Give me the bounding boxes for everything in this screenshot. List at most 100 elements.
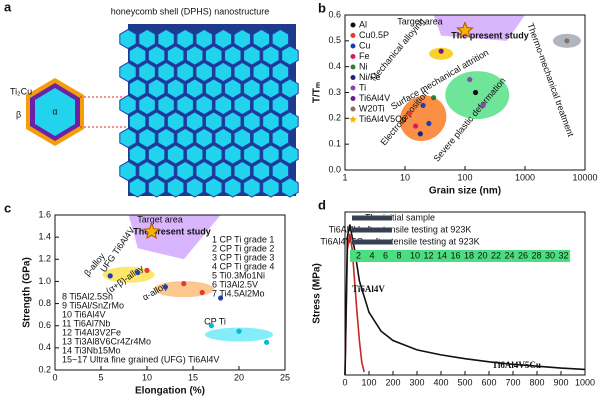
region: [102, 266, 155, 283]
point: [431, 95, 437, 101]
annotation: Ti6Al4V5Cu after tensile testing at 923K: [320, 236, 479, 246]
legend-label: Cu0.5P: [359, 30, 389, 40]
honeycomb-cell: [166, 144, 185, 165]
x-tick-label: 25: [280, 372, 290, 382]
honeycomb-cell: [262, 177, 280, 198]
honeycomb-cell: [205, 144, 223, 165]
annotation: The present study: [133, 226, 211, 236]
region: [205, 327, 273, 342]
legend-marker: [350, 106, 356, 112]
x-tick-label: 700: [505, 377, 520, 387]
legend-text: 3 CP Ti grade 3: [212, 252, 274, 262]
honeycomb-cell: [271, 28, 290, 50]
annotation: The present study: [451, 30, 529, 40]
curve-label: Ti6Al4V5Cu: [492, 360, 541, 370]
legend-text: 13 Ti3Al8V6Cr4Zr4Mo: [62, 336, 151, 346]
y-tick-label: 1.4: [38, 232, 51, 242]
legend-marker: [350, 85, 356, 91]
annotation: Ti6Al4V after tensile testing at 923K: [329, 224, 472, 234]
honeycomb-cell: [195, 61, 213, 83]
honeycomb-cell: [252, 28, 271, 50]
honeycomb-cell: [252, 94, 271, 116]
annotation: Target area: [397, 16, 443, 26]
legend-marker: [349, 115, 357, 123]
honeycomb-cell: [186, 111, 204, 132]
ruler-label: 10: [410, 250, 420, 260]
ruler-label: 6: [383, 250, 388, 260]
honeycomb-cell: [128, 177, 147, 198]
honeycomb-cell: [224, 111, 242, 132]
point: [438, 48, 444, 54]
honeycomb-cell: [166, 78, 185, 99]
specimen: [352, 227, 392, 233]
honeycomb-cell: [138, 61, 156, 83]
honeycomb-cell: [157, 160, 175, 182]
honeycomb-cell: [147, 177, 166, 198]
y-tick-label: 1.6: [38, 209, 51, 219]
point: [199, 289, 205, 296]
legend-text: 12 Ti4Al3V2Fe: [62, 327, 121, 337]
legend-label: Ti6Al4V5Cu: [359, 114, 407, 124]
point: [236, 328, 242, 334]
y-tick-label: 0.8: [38, 298, 51, 308]
honeycomb-cell: [252, 160, 271, 182]
honeycomb-cell: [119, 28, 137, 50]
legend-marker: [350, 75, 356, 80]
panel-label: c: [4, 200, 11, 215]
honeycomb-cell: [205, 177, 223, 198]
honeycomb-cell: [186, 78, 204, 99]
y-tick-label: 0.1: [328, 139, 341, 149]
honeycomb-cell: [271, 94, 290, 116]
legend-text: 8 Ti5Al2.5Sn: [62, 291, 113, 301]
ruler-label: 22: [491, 250, 501, 260]
x-tick-label: 300: [409, 377, 424, 387]
ruler-label: 30: [545, 250, 555, 260]
ruler-label: 18: [464, 250, 474, 260]
honeycomb-cell: [119, 61, 137, 83]
x-tick-label: 15: [188, 372, 198, 382]
point: [417, 131, 423, 137]
honeycomb-cell: [281, 45, 299, 66]
honeycomb-cell: [186, 177, 204, 198]
honeycomb: [119, 24, 299, 198]
honeycomb-cell: [243, 144, 261, 165]
legend-label: Ni/Fe: [359, 72, 381, 82]
honeycomb-cell: [233, 127, 251, 149]
y-axis-label: Strength (GPa): [22, 257, 33, 328]
honeycomb-cell: [214, 28, 232, 50]
x-tick-label: 100: [457, 172, 472, 182]
honeycomb-cell: [271, 61, 290, 83]
annotation: CP Ti: [204, 316, 226, 326]
honeycomb-cell: [233, 61, 251, 83]
curve: [344, 224, 586, 376]
honeycomb-cell: [224, 177, 242, 198]
point: [472, 89, 479, 96]
y-tick-label: 0.4: [38, 342, 51, 352]
legend-text: 14 Ti3Nb15Mo: [62, 345, 121, 355]
honeycomb-cell: [281, 177, 299, 198]
legend-text: 10 Ti6Al4V: [62, 309, 106, 319]
specimen: [352, 215, 392, 221]
panel-label: b: [318, 0, 326, 15]
alpha-hexagon: [35, 88, 75, 136]
curve: [344, 233, 365, 376]
y-tick-label: 0.2: [328, 113, 341, 123]
x-tick-label: 1: [342, 172, 347, 182]
honeycomb-cell: [243, 177, 261, 198]
honeycomb-cell: [281, 111, 299, 132]
diagram-label: α: [52, 106, 57, 116]
honeycomb-cell: [166, 111, 185, 132]
honeycomb-cell: [243, 111, 261, 132]
honeycomb-cell: [262, 45, 280, 66]
honeycomb-cell: [243, 45, 261, 66]
honeycomb-cell: [138, 94, 156, 116]
honeycomb-cell: [214, 61, 232, 83]
panel-label: a: [4, 0, 12, 14]
honeycomb-cell: [128, 78, 147, 99]
y-tick-label: 0.6: [328, 9, 341, 19]
ruler-label: 14: [437, 250, 447, 260]
honeycomb-cell: [166, 177, 185, 198]
honeycomb-cell: [147, 111, 166, 132]
legend-marker: [350, 33, 356, 38]
